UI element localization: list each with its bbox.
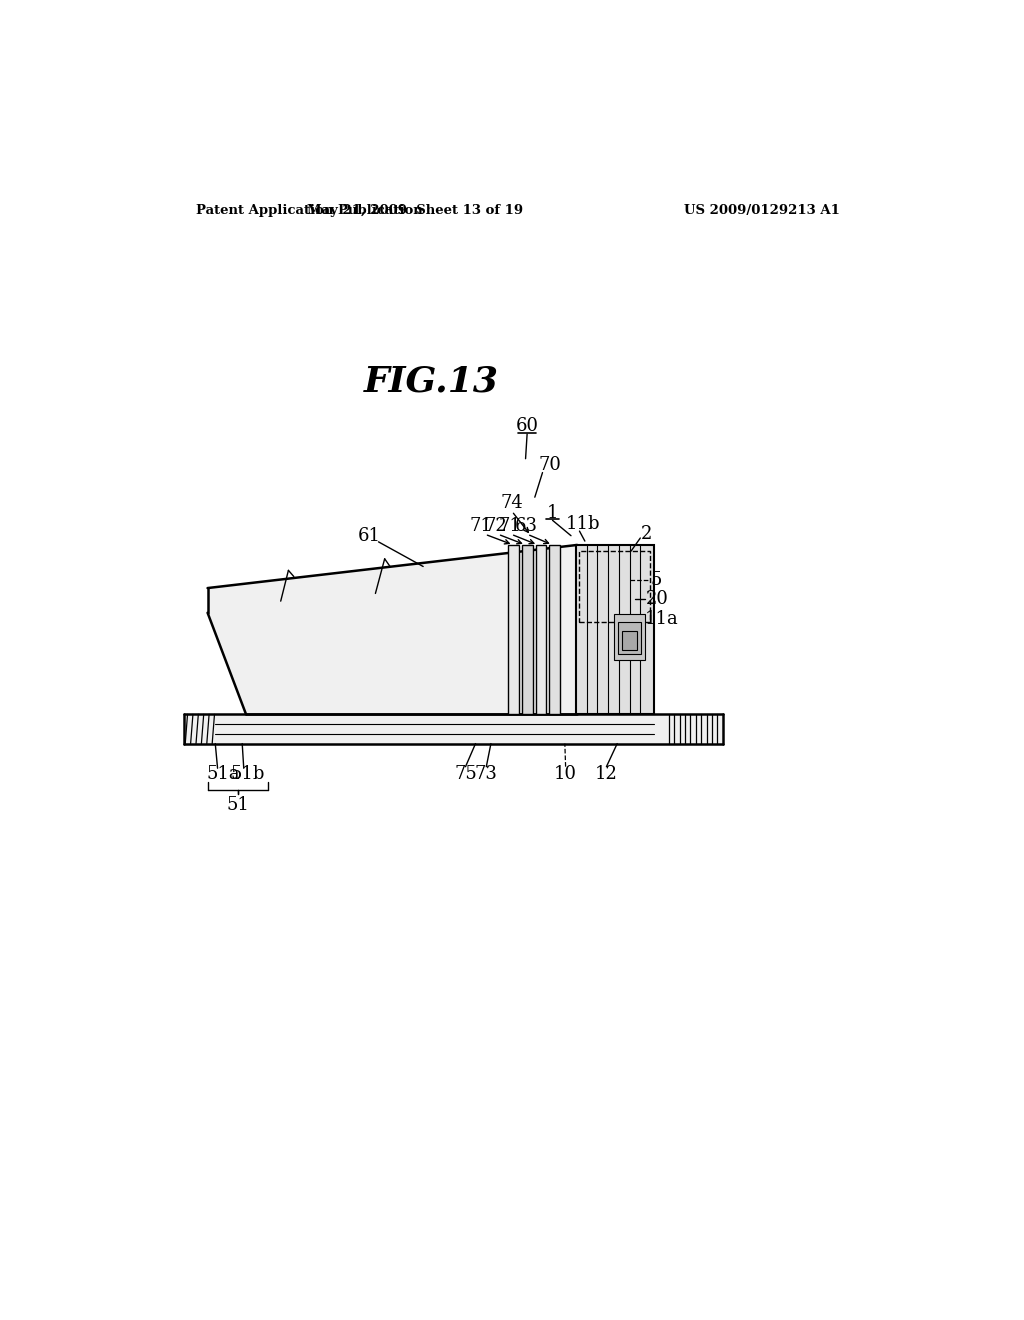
Text: 74: 74 [501, 495, 523, 512]
Bar [521, 545, 532, 714]
Text: 11a: 11a [645, 610, 679, 628]
Bar [536, 545, 547, 714]
Text: Patent Application Publication: Patent Application Publication [196, 205, 423, 218]
Text: US 2009/0129213 A1: US 2009/0129213 A1 [684, 205, 840, 218]
Polygon shape [208, 545, 578, 714]
Text: 11b: 11b [566, 515, 600, 533]
Text: 71: 71 [499, 517, 521, 536]
Bar [622, 631, 637, 649]
Text: 1: 1 [547, 504, 558, 521]
Text: 12: 12 [595, 766, 617, 783]
Text: 2: 2 [641, 525, 652, 543]
Text: 71: 71 [469, 517, 493, 536]
Text: 75: 75 [454, 766, 477, 783]
Bar [575, 545, 654, 714]
Text: FIG.13: FIG.13 [364, 364, 499, 399]
Text: 72: 72 [484, 517, 507, 536]
Text: 10: 10 [554, 766, 578, 783]
Text: 63: 63 [515, 517, 538, 536]
Bar [580, 552, 650, 622]
Text: 61: 61 [357, 527, 381, 545]
Bar [550, 545, 560, 714]
Text: 51a: 51a [206, 766, 240, 783]
Bar [617, 622, 641, 655]
Text: May 21, 2009  Sheet 13 of 19: May 21, 2009 Sheet 13 of 19 [307, 205, 523, 218]
Bar [184, 714, 724, 743]
Text: 5: 5 [650, 572, 662, 589]
Text: 73: 73 [475, 766, 498, 783]
Text: 51b: 51b [230, 766, 265, 783]
Text: 60: 60 [516, 417, 539, 436]
Bar [508, 545, 518, 714]
Bar [614, 614, 645, 660]
Text: 51: 51 [227, 796, 250, 814]
Text: 20: 20 [646, 590, 669, 607]
Text: 70: 70 [538, 455, 561, 474]
